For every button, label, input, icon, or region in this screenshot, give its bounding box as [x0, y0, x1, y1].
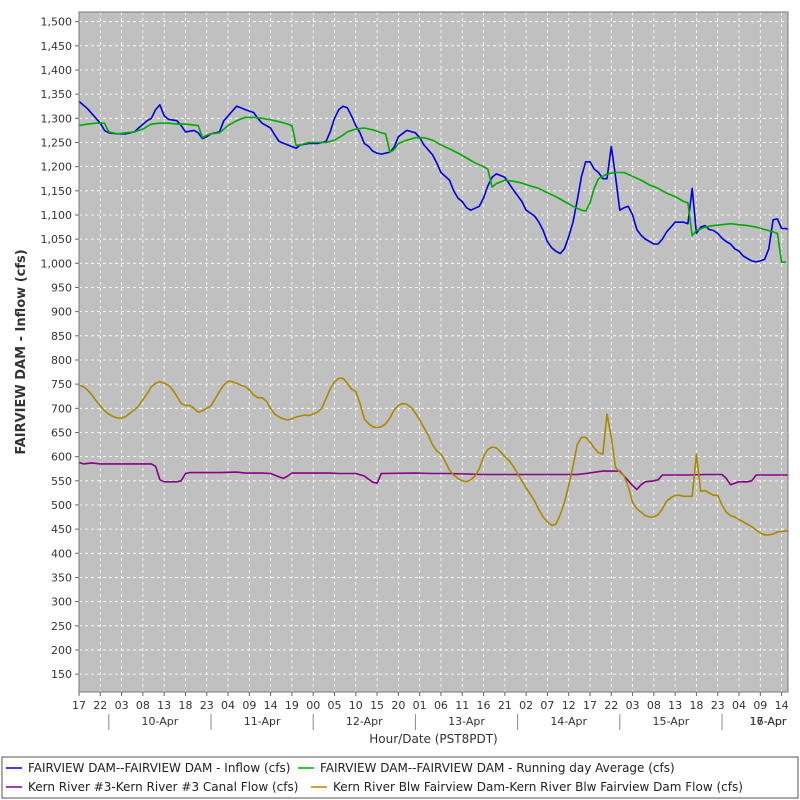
x-tick-label: 21 [498, 699, 512, 712]
x-tick-label: 12 [562, 699, 576, 712]
x-tick-label: 17 [583, 699, 597, 712]
legend-label-running-average: FAIRVIEW DAM--FAIRVIEW DAM - Running day… [320, 761, 675, 775]
y-tick-label: 450 [51, 523, 72, 536]
y-tick-label: 1,050 [41, 233, 73, 246]
y-tick-label: 1,350 [41, 88, 73, 101]
y-tick-label: 400 [51, 547, 72, 560]
x-tick-label: 22 [604, 699, 618, 712]
y-axis-title: FAIRVIEW DAM - Inflow (cfs) [14, 249, 29, 454]
y-tick-label: 550 [51, 475, 72, 488]
series-line-3 [79, 377, 788, 536]
x-tick-label: 06 [434, 699, 448, 712]
y-tick-label: 1,100 [41, 209, 73, 222]
y-tick-label: 600 [51, 451, 72, 464]
y-tick-label: 1,250 [41, 136, 73, 149]
x-tick-label: 23 [200, 699, 214, 712]
x-tick-label: 13 [157, 699, 171, 712]
y-tick-label: 850 [51, 330, 72, 343]
x-tick-label: 14 [264, 699, 278, 712]
plot-border [78, 11, 789, 693]
y-tick-label: 1,400 [41, 64, 73, 77]
y-tick-label: 800 [51, 354, 72, 367]
y-tick-label: 250 [51, 620, 72, 633]
x-axis: 17 22 03 08 13 18 23 04 09 14 19 00 05 10 15 20 01 06 11 16… [72, 692, 789, 730]
x-tick-label: 08 [136, 699, 150, 712]
y-tick-label: 1,300 [41, 112, 73, 125]
x-tick-label: 01 [413, 699, 427, 712]
y-tick-label: 1,450 [41, 40, 73, 53]
x-tick-label: 15 [370, 699, 384, 712]
x-tick-label: 02 [519, 699, 533, 712]
x-tick-label: 14 [775, 699, 789, 712]
x-tick-label: 04 [732, 699, 746, 712]
series-line-2 [79, 461, 788, 491]
y-tick-label: 1,000 [41, 257, 73, 270]
x-tick-label: 09 [753, 699, 767, 712]
y-tick-label: 300 [51, 596, 72, 609]
y-axis: 150 200 250 300 350 400 450 500 550 600 650 700 750 8… [41, 16, 79, 681]
x-axis-title: Hour/Date (PST8PDT) [369, 732, 497, 746]
x-tick-label: 11 [455, 699, 469, 712]
y-tick-label: 500 [51, 499, 72, 512]
legend-label-river-flow: Kern River Blw Fairview Dam-Kern River B… [333, 780, 743, 794]
day-label: 13-Apr [448, 715, 485, 728]
x-tick-label: 16 [477, 699, 491, 712]
day-label: 16-Apr [750, 715, 787, 728]
x-tick-label: 08 [647, 699, 661, 712]
day-label: 10-Apr [142, 715, 179, 728]
y-tick-label: 1,150 [41, 185, 73, 198]
legend-label-canal-flow: Kern River #3-Kern River #3 Canal Flow (… [28, 780, 298, 794]
x-tick-label: 07 [540, 699, 554, 712]
x-tick-label: 23 [711, 699, 725, 712]
y-tick-label: 700 [51, 402, 72, 415]
y-tick-label: 750 [51, 378, 72, 391]
x-tick-label: 13 [668, 699, 682, 712]
day-label: 17-Apr [750, 715, 787, 728]
x-tick-label: 22 [93, 699, 107, 712]
y-tick-label: 1,500 [41, 16, 73, 29]
legend-label-inflow: FAIRVIEW DAM--FAIRVIEW DAM - Inflow (cfs… [28, 761, 290, 775]
legend-box [1, 756, 799, 799]
day-label: 15-Apr [653, 715, 690, 728]
legend: FAIRVIEW DAM--FAIRVIEW DAM - Inflow (cfs… [1, 756, 799, 799]
x-tick-label: 17 [72, 699, 86, 712]
y-tick-label: 200 [51, 644, 72, 657]
x-tick-label: 19 [285, 699, 299, 712]
x-tick-label: 00 [306, 699, 320, 712]
y-tick-label: 650 [51, 426, 72, 439]
series-line-1 [79, 116, 786, 264]
x-tick-label: 20 [391, 699, 405, 712]
y-tick-label: 900 [51, 306, 72, 319]
x-tick-label: 03 [115, 699, 129, 712]
day-label: 11-Apr [244, 715, 281, 728]
x-tick-label: 05 [327, 699, 341, 712]
y-tick-label: 150 [51, 668, 72, 681]
day-label: 14-Apr [550, 715, 587, 728]
day-label: 12-Apr [346, 715, 383, 728]
y-tick-label: 350 [51, 571, 72, 584]
plot-area [78, 11, 789, 693]
x-tick-label: 18 [178, 699, 192, 712]
x-tick-label: 03 [626, 699, 640, 712]
x-tick-label: 18 [689, 699, 703, 712]
x-tick-label: 04 [221, 699, 235, 712]
x-tick-label: 09 [242, 699, 256, 712]
y-tick-label: 1,200 [41, 161, 73, 174]
x-tick-label: 10 [349, 699, 363, 712]
y-tick-label: 950 [51, 281, 72, 294]
